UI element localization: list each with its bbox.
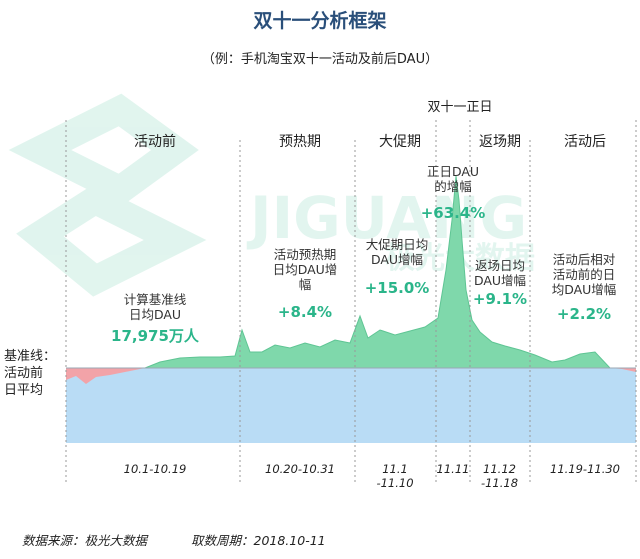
watermark-text: JIGUANG xyxy=(246,184,527,252)
chart-subtitle: （例：手机淘宝双十一活动及前后DAU） xyxy=(201,52,439,67)
phase-dividers xyxy=(65,120,637,485)
date-range-after: 11.19-11.30 xyxy=(550,462,620,476)
phase-value-return: +9.1% xyxy=(472,290,528,308)
below-baseline-area xyxy=(66,368,145,384)
phase-note-peak: 正日DAU 的增幅 xyxy=(426,164,480,194)
phase-note-after: 活动后相对 活动前的日 均DAU增幅 xyxy=(551,252,617,297)
dau-area xyxy=(144,175,612,369)
phase-note-warmup: 活动预热期 日均DAU增 幅 xyxy=(272,247,338,292)
phase-value-peak: +63.4% xyxy=(420,204,486,222)
phase-name-promo: 大促期 xyxy=(379,134,421,150)
phase-value-before: 17,975万人 xyxy=(111,327,199,345)
phase-note-before: 计算基准线 日均DAU xyxy=(123,292,187,322)
date-range-promo: 11.1 -11.10 xyxy=(376,462,414,490)
date-range-return: 11.12 -11.18 xyxy=(480,462,519,490)
date-range-before: 10.1-10.19 xyxy=(123,462,187,476)
date-range-warmup: 10.20-10.31 xyxy=(265,462,335,476)
phase-name-warmup: 预热期 xyxy=(279,134,321,150)
footer-period: 取数周期：2018.10-11 xyxy=(191,533,326,548)
phase-note-promo: 大促期日均 DAU增幅 xyxy=(365,237,429,267)
date-range-peak: 11.11 xyxy=(436,462,470,476)
baseline-label: 基准线： 活动前 日平均 xyxy=(4,349,57,398)
phase-value-promo: +15.0% xyxy=(364,279,430,297)
below-baseline-area-end xyxy=(610,368,636,372)
footer: 数据来源：极光大数据 取数周期：2018.10-11 xyxy=(22,530,366,549)
phase-note-return: 返场日均 DAU增幅 xyxy=(473,258,527,288)
peak-label: 双十一正日 xyxy=(427,100,493,115)
chart-title: 双十一分析框架 xyxy=(253,10,387,32)
watermark-logo-icon xyxy=(8,93,207,297)
phase-name-after: 活动后 xyxy=(564,134,606,150)
phase-value-after: +2.2% xyxy=(556,305,612,323)
phase-name-before: 活动前 xyxy=(134,134,176,150)
footer-source: 数据来源：极光大数据 xyxy=(22,533,148,548)
baseline-area xyxy=(66,368,636,443)
phase-name-return: 返场期 xyxy=(479,134,521,150)
phase-value-warmup: +8.4% xyxy=(277,303,333,321)
